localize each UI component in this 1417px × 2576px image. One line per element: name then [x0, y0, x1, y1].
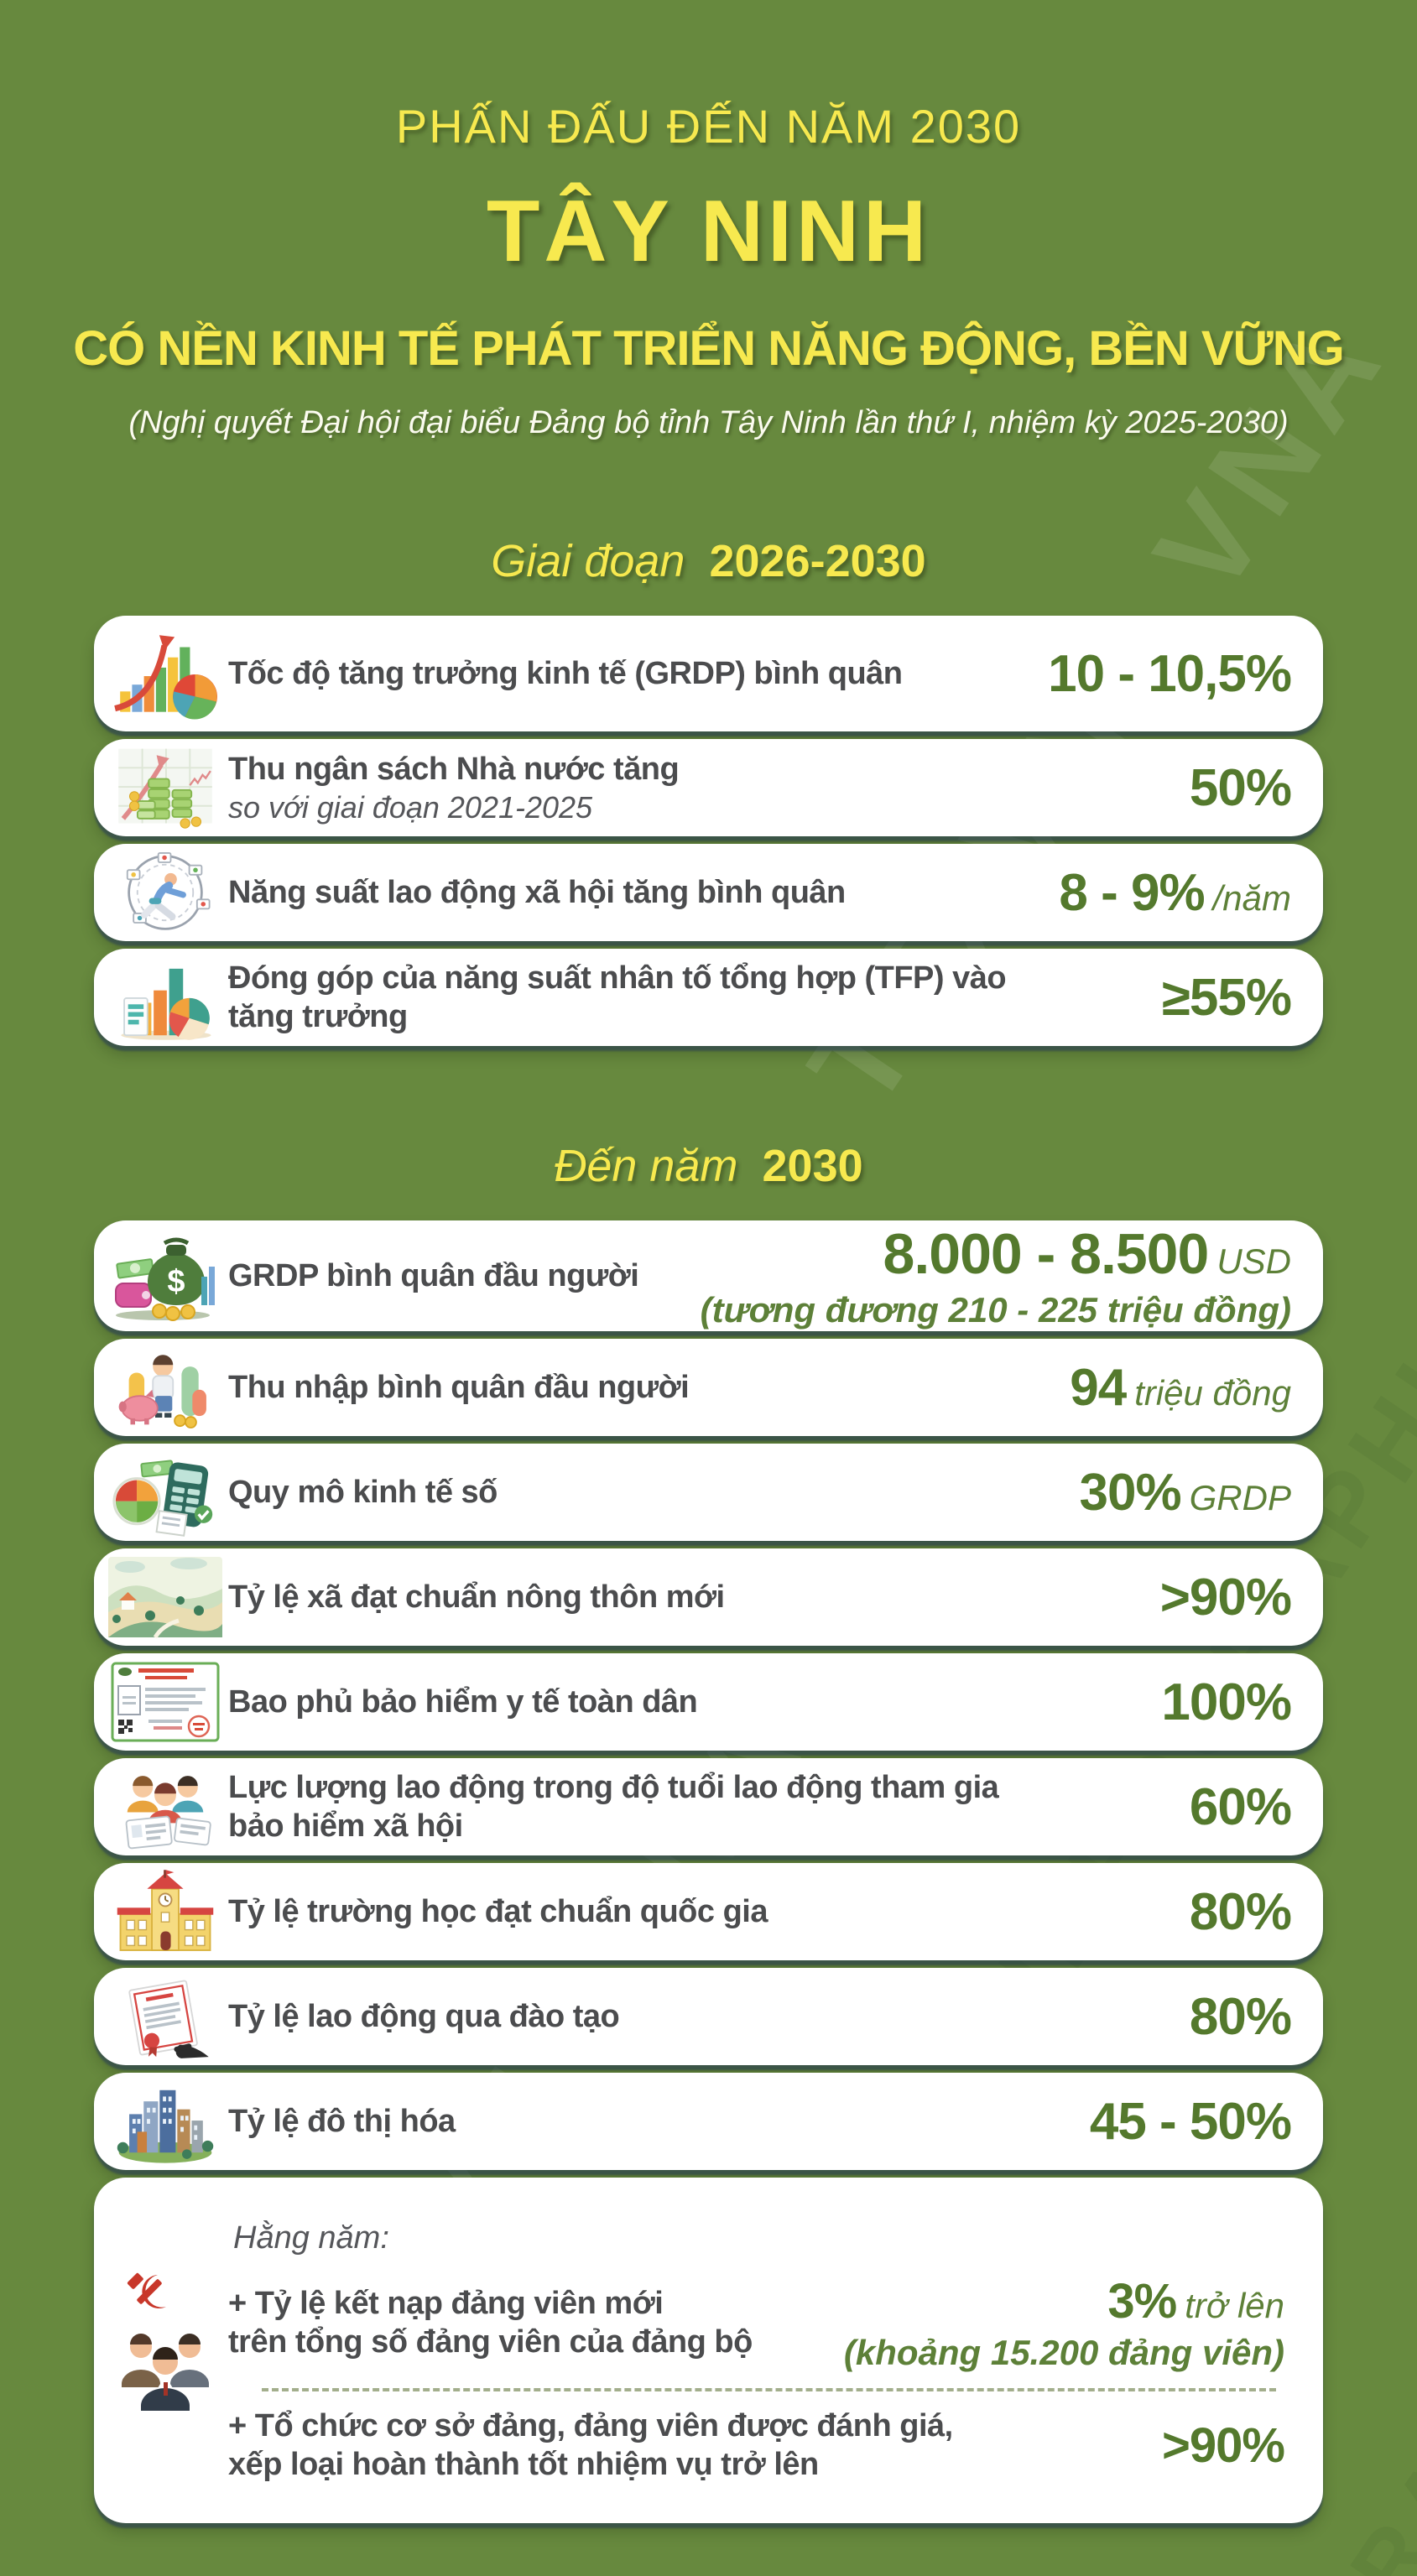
stat-value: 94 triệu đồng	[1070, 1358, 1291, 1417]
stat-social-insurance-participation: Lực lượng lao động trong độ tuổi lao độn…	[94, 1758, 1323, 1855]
stat-value-note: (tương đương 210 - 225 triệu đồng)	[700, 1290, 1291, 1330]
stat-value: 80%	[1189, 1882, 1292, 1941]
header-source-note: (Nghị quyết Đại hội đại biểu Đảng bộ tỉn…	[128, 405, 1289, 440]
stat-label: Thu nhập bình quân đầu người	[228, 1369, 690, 1405]
stat-label: Đóng góp của năng suất nhân tố tổng hợp …	[228, 960, 1007, 1034]
dashed-divider	[262, 2387, 1276, 2391]
stat-tfp-contribution: Đóng góp của năng suất nhân tố tổng hợp …	[94, 949, 1323, 1046]
annual-heading: Hằng năm:	[233, 2220, 389, 2256]
budget-revenue-icon	[102, 744, 228, 831]
stat-label: Bao phủ bảo hiểm y tế toàn dân	[228, 1684, 698, 1720]
stat-value: 10 - 10,5%	[1048, 644, 1292, 703]
digital-economy-icon	[102, 1447, 228, 1538]
stat-trained-labor: Tỷ lệ lao động qua đào tạo 80%	[94, 1968, 1323, 2065]
stat-label: Tốc độ tăng trưởng kinh tế (GRDP) bình q…	[228, 655, 903, 691]
school-icon	[102, 1868, 228, 1955]
section-title-year: 2030	[762, 1141, 863, 1191]
stat-labor-productivity: Năng suất lao động xã hội tăng bình quân…	[94, 844, 1323, 941]
section-title-italic: Đến năm	[554, 1141, 738, 1191]
section-title-2030: Đến năm 2030	[0, 1140, 1417, 1192]
section-period-cards: Tốc độ tăng trưởng kinh tế (GRDP) bình q…	[94, 616, 1323, 1046]
training-certificate-icon	[102, 1972, 228, 2061]
stat-income-per-capita: Thu nhập bình quân đầu người 94 triệu đồn…	[94, 1339, 1323, 1436]
stat-value: >90%	[1159, 1568, 1292, 1626]
social-insurance-workers-icon	[102, 1762, 228, 1852]
section-title-years: 2026-2030	[709, 536, 926, 586]
stat-health-insurance-coverage: Bao phủ bảo hiểm y tế toàn dân 100%	[94, 1653, 1323, 1751]
stat-label: Lực lượng lao động trong độ tuổi lao độn…	[228, 1769, 999, 1844]
money-bag-icon: $	[102, 1230, 228, 1322]
labor-productivity-icon	[102, 849, 228, 936]
header: PHẤN ĐẤU ĐẾN NĂM 2030 TÂY NINH CÓ NỀN KI…	[0, 0, 1417, 441]
urbanization-icon	[102, 2076, 228, 2167]
piggy-bank-icon	[102, 1341, 228, 1434]
stat-value: 50%	[1189, 758, 1292, 817]
stat-value: 8 - 9%/năm	[1059, 863, 1291, 922]
growth-chart-icon	[102, 627, 228, 721]
section-title-period: Giai đoạn 2026-2030	[0, 535, 1417, 587]
stat-value: 80%	[1189, 1987, 1292, 2046]
stat-label: Năng suất lao động xã hội tăng bình quân	[228, 874, 846, 910]
stat-label-line1: + Tỷ lệ kết nạp đảng viên mới	[228, 2285, 664, 2321]
tfp-chart-icon	[102, 952, 228, 1043]
stat-digital-economy: Quy mô kinh tế số 30% GRDP	[94, 1444, 1323, 1541]
stat-label-line1: + Tổ chức cơ sở đảng, đảng viên được đán…	[228, 2407, 953, 2443]
stat-label: GRDP bình quân đầu người	[228, 1257, 639, 1293]
stat-value: 100%	[1161, 1673, 1292, 1731]
stat-value: 30% GRDP	[1079, 1463, 1291, 1522]
page-title: TÂY NINH	[486, 183, 931, 280]
stat-label: Tỷ lệ lao động qua đào tạo	[228, 1998, 620, 2034]
stat-new-rural-communes: Tỷ lệ xã đạt chuẩn nông thôn mới >90%	[94, 1548, 1323, 1646]
section-2030-cards: $ GRDP bình quân đầu người 8.000 - 8.500…	[94, 1220, 1323, 2523]
svg-text:$: $	[167, 1264, 185, 1299]
stat-value-note: (khoảng 15.200 đảng viên)	[843, 2332, 1284, 2372]
header-kicker: PHẤN ĐẤU ĐẾN NĂM 2030	[395, 100, 1022, 153]
health-insurance-card-icon	[102, 1661, 228, 1743]
annual-item-party-admission: + Tỷ lệ kết nạp đảng viên mới trên tổng …	[228, 2273, 1284, 2373]
stat-label-line2: xếp loại hoàn thành tốt nhiệm vụ trở lên	[228, 2447, 819, 2482]
countryside-icon	[102, 1553, 228, 1641]
stat-label-line2: trên tổng số đảng viên của đảng bộ	[228, 2324, 753, 2360]
stat-urbanization: Tỷ lệ đô thị hóa 45 - 50%	[94, 2073, 1323, 2170]
stat-grdp-growth-rate: Tốc độ tăng trưởng kinh tế (GRDP) bình q…	[94, 616, 1323, 731]
stat-value: ≥55%	[1161, 968, 1292, 1027]
stat-sublabel: so với giai đoạn 2021-2025	[228, 790, 593, 825]
stat-value: 3% trở lên (khoảng 15.200 đảng viên)	[843, 2273, 1284, 2372]
stat-label: Tỷ lệ xã đạt chuẩn nông thôn mới	[228, 1579, 725, 1615]
header-subtitle: CÓ NỀN KINH TẾ PHÁT TRIỂN NĂNG ĐỘNG, BỀN…	[73, 321, 1344, 376]
stat-label: Tỷ lệ đô thị hóa	[228, 2103, 456, 2139]
annual-targets-card: Hằng năm: + Tỷ lệ kết nạp đảng viên mới …	[94, 2178, 1323, 2523]
stat-value: >90%	[1162, 2417, 1285, 2473]
annual-item-party-rating: + Tổ chức cơ sở đảng, đảng viên được đán…	[228, 2407, 1285, 2485]
section-title-italic: Giai đoạn	[491, 536, 685, 586]
stat-label: Thu ngân sách Nhà nước tăng	[228, 751, 680, 787]
stat-value: 60%	[1189, 1777, 1292, 1836]
stat-budget-revenue: Thu ngân sách Nhà nước tăng so với giai …	[94, 739, 1323, 836]
stat-value: 8.000 - 8.500 USD (tương đương 210 - 225 …	[700, 1222, 1291, 1330]
stat-national-standard-schools: Tỷ lệ trường học đạt chuẩn quốc gia 80%	[94, 1863, 1323, 1960]
party-members-icon	[102, 2266, 228, 2434]
stat-label: Quy mô kinh tế số	[228, 1474, 498, 1510]
stat-label: Tỷ lệ trường học đạt chuẩn quốc gia	[228, 1893, 768, 1929]
annual-content: Hằng năm: + Tỷ lệ kết nạp đảng viên mới …	[228, 2199, 1285, 2501]
stat-grdp-per-capita: $ GRDP bình quân đầu người 8.000 - 8.500…	[94, 1220, 1323, 1331]
stat-value: 45 - 50%	[1089, 2092, 1292, 2151]
